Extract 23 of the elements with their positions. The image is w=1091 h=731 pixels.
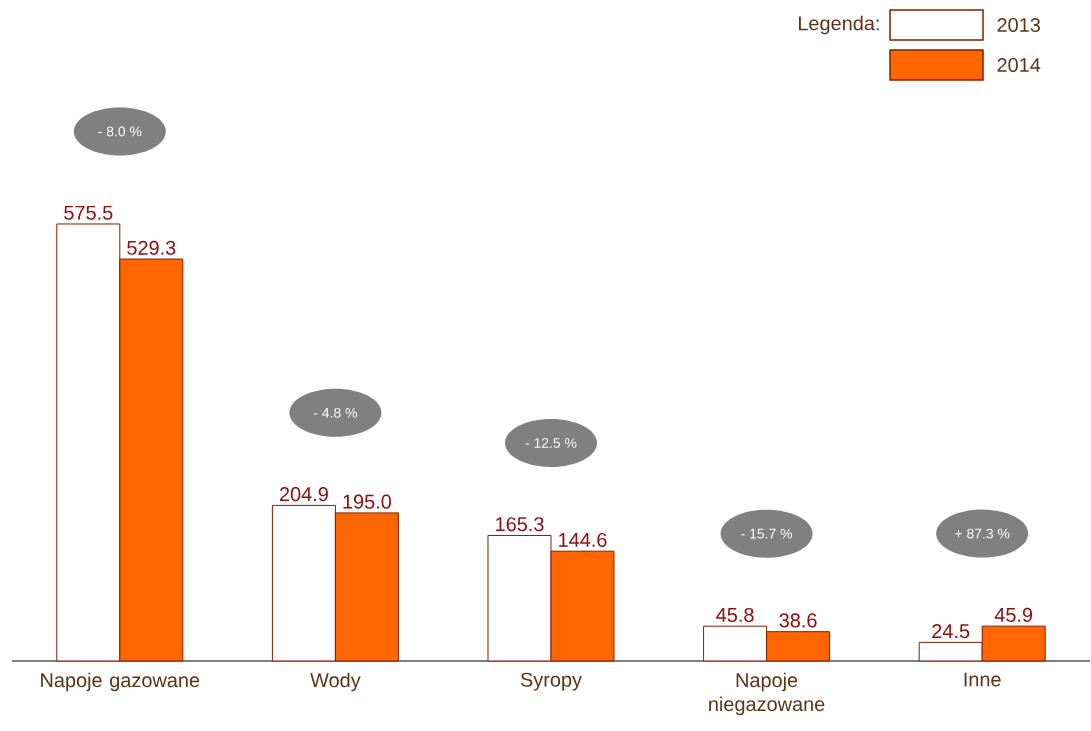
annotation: - 12.5 % (525, 437, 577, 448)
legend-label: 2013 (997, 17, 1040, 33)
data-label: 24.5 (932, 624, 970, 639)
annotation: + 87.3 % (955, 528, 1010, 539)
annotation: - 15.7 % (741, 528, 793, 539)
legend-label: 2014 (997, 57, 1041, 73)
x-tick-label: Napoje niegazowane (709, 672, 825, 716)
data-label: 195.0 (343, 494, 392, 509)
data-label: 45.9 (994, 607, 1033, 622)
x-tick-label: Napoje gazowane (41, 672, 200, 692)
text: - 8.0 % (98, 126, 142, 137)
legend-title: Legenda: (799, 15, 879, 35)
data-label: 575.5 (64, 205, 113, 220)
data-label: 45.8 (716, 607, 754, 622)
x-tick-label: Syropy (520, 672, 582, 691)
data-label: 204.9 (279, 487, 328, 502)
data-label: 144.6 (559, 532, 607, 547)
data-label: 529.3 (127, 240, 176, 255)
x-tick-label: Wody (310, 672, 361, 692)
annotation: - 4.8 % (313, 407, 357, 418)
data-label: 165.3 (496, 517, 544, 532)
x-tick-label: Inne (964, 672, 1001, 687)
data-label: 38.6 (779, 613, 817, 628)
